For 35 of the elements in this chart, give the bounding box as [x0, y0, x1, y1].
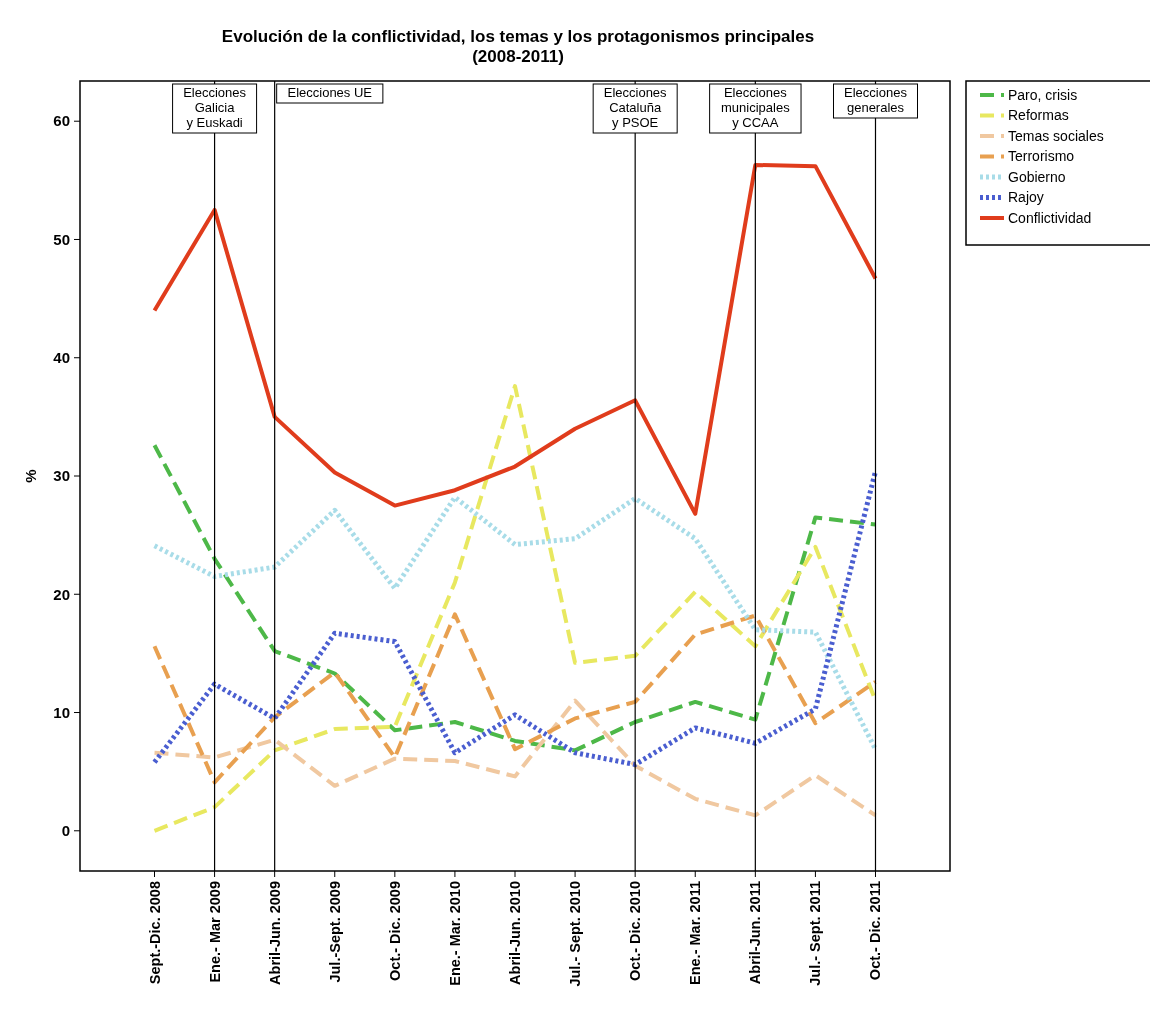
y-tick-label: 60: [53, 112, 70, 130]
x-tick-label: Ene.- Mar. 2011: [687, 881, 704, 985]
legend-label: Conflictividad: [1008, 209, 1092, 226]
ref-line-label: Elecciones UE: [287, 85, 373, 100]
x-tick-label: Ene.- Mar. 2010: [446, 881, 463, 986]
y-tick-label: 10: [53, 703, 70, 721]
ref-line-label: Elecciones municipales y CCAA: [721, 85, 791, 130]
y-tick-label: 0: [61, 822, 70, 840]
x-tick-label: Oct.- Dic. 2009: [386, 881, 403, 981]
legend-label: Temas sociales: [1008, 127, 1104, 144]
y-tick-label: 30: [53, 467, 70, 485]
x-tick-label: Abril-Jun. 2010: [507, 881, 523, 985]
chart-title: Evolución de la conflictividad, los temas y los protagonismos principales: [221, 27, 815, 46]
x-tick-label: Jul.- Sept. 2010: [567, 881, 584, 987]
y-tick-label: 20: [53, 585, 70, 603]
ref-line-label: Elecciones generales: [844, 85, 908, 115]
legend-label: Terrorismo: [1008, 148, 1075, 165]
x-tick-label: Oct.- Dic. 2010: [627, 881, 644, 981]
legend-label: Paro, crisis: [1008, 86, 1078, 103]
x-tick-label: Ene.- Mar 2009: [206, 881, 223, 983]
x-tick-label: Abril-Jun. 2009: [266, 881, 283, 985]
chart-subtitle: (2008-2011): [472, 47, 564, 66]
x-tick-label: Sept.-Dic. 2008: [146, 881, 163, 985]
y-axis-title: %: [22, 469, 39, 483]
legend-label: Reformas: [1008, 107, 1069, 124]
x-tick-label: Jul.- Sept. 2011: [807, 881, 824, 986]
legend-label: Gobierno: [1008, 168, 1066, 185]
x-tick-label: Jul.-Sept. 2009: [326, 881, 343, 983]
ref-line-label: Elecciones Cataluña y PSOE: [603, 85, 668, 130]
y-tick-label: 50: [53, 230, 70, 248]
ref-line-label: Elecciones Galicia y Euskadi: [183, 85, 247, 130]
legend-label: Rajoy: [1008, 189, 1044, 206]
y-tick-label: 40: [53, 348, 70, 366]
x-tick-label: Oct.- Dic. 2011: [867, 881, 884, 981]
x-tick-label: Abril-Jun. 2011: [747, 881, 764, 985]
